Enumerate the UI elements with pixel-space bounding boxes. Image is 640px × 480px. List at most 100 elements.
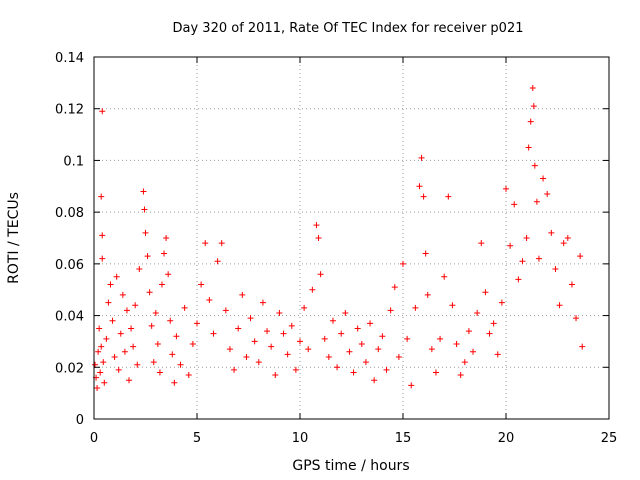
y-tick-label: 0.14 xyxy=(55,51,84,66)
data-point-marker xyxy=(134,361,141,368)
data-point-marker xyxy=(367,320,374,327)
data-point-marker xyxy=(113,273,120,280)
data-point-marker xyxy=(525,144,532,151)
data-point-marker xyxy=(161,250,168,257)
data-point-marker xyxy=(292,366,299,373)
grid xyxy=(94,57,609,419)
data-point-marker xyxy=(519,258,526,265)
data-point-marker xyxy=(503,185,509,192)
y-axis-label: ROTI / TECUs xyxy=(6,192,22,284)
data-point-marker xyxy=(511,201,518,208)
data-point-marker xyxy=(507,242,514,249)
data-point-marker xyxy=(317,271,324,278)
data-point-marker xyxy=(449,302,456,309)
y-tick-label: 0.1 xyxy=(63,154,84,169)
data-point-marker xyxy=(231,366,238,373)
data-point-marker xyxy=(130,343,137,350)
data-point-marker xyxy=(346,348,353,355)
data-point-marker xyxy=(97,369,104,376)
data-point-marker xyxy=(515,276,522,283)
data-point-marker xyxy=(533,198,540,205)
chart-title: Day 320 of 2011, Rate Of TEC Index for r… xyxy=(173,21,524,36)
data-point-marker xyxy=(171,379,178,386)
x-tick-label: 25 xyxy=(601,431,618,446)
data-point-marker xyxy=(420,193,427,200)
data-point-marker xyxy=(251,338,258,345)
data-point-marker xyxy=(152,309,159,316)
data-point-marker xyxy=(167,317,174,324)
data-point-marker xyxy=(136,266,143,273)
data-point-marker xyxy=(579,343,586,350)
data-point-marker xyxy=(387,307,394,314)
data-points xyxy=(92,85,586,391)
x-tick-label: 20 xyxy=(498,431,515,446)
data-point-marker xyxy=(121,348,128,355)
data-point-marker xyxy=(181,304,188,311)
x-tick-label: 10 xyxy=(292,431,309,446)
data-point-marker xyxy=(334,364,341,371)
data-point-marker xyxy=(556,302,563,309)
data-point-marker xyxy=(404,335,411,342)
data-point-marker xyxy=(128,325,135,332)
x-tick-label: 15 xyxy=(395,431,412,446)
data-point-marker xyxy=(280,330,287,337)
data-point-marker xyxy=(142,229,149,236)
data-point-marker xyxy=(315,235,322,241)
data-point-marker xyxy=(422,250,429,257)
data-point-marker xyxy=(103,335,110,342)
data-point-marker xyxy=(383,366,390,373)
data-point-marker xyxy=(141,206,148,213)
data-point-marker xyxy=(276,309,283,316)
data-point-marker xyxy=(165,271,172,278)
y-tick-label: 0.02 xyxy=(55,361,84,376)
data-point-marker xyxy=(552,266,559,273)
data-point-marker xyxy=(540,175,547,182)
data-point-marker xyxy=(470,348,477,355)
data-point-marker xyxy=(301,304,308,311)
data-point-marker xyxy=(105,299,112,306)
data-point-marker xyxy=(150,359,157,366)
data-point-marker xyxy=(412,304,419,311)
data-point-marker xyxy=(214,258,221,265)
data-point-marker xyxy=(362,359,369,366)
data-point-marker xyxy=(119,291,126,298)
data-point-marker xyxy=(206,297,213,304)
data-point-marker xyxy=(99,255,106,262)
data-point-marker xyxy=(523,235,530,241)
data-point-marker xyxy=(375,346,382,353)
data-point-marker xyxy=(313,222,320,229)
data-point-marker xyxy=(297,338,303,345)
data-point-marker xyxy=(163,235,170,241)
data-point-marker xyxy=(432,369,439,376)
data-point-marker xyxy=(94,384,101,391)
data-point-marker xyxy=(329,317,336,324)
data-point-marker xyxy=(264,328,271,335)
data-point-marker xyxy=(461,359,468,366)
data-point-marker xyxy=(548,229,555,236)
data-point-marker xyxy=(185,372,192,379)
data-point-marker xyxy=(441,273,448,280)
data-point-marker xyxy=(437,335,444,342)
axis-ticks: 0 5 10 15 20 25 0 0.02 0.04 0.06 0.08 0.1 0.12 0.14 xyxy=(55,51,617,446)
data-point-marker xyxy=(158,281,165,288)
y-tick-label: 0.06 xyxy=(55,258,84,273)
y-tick-label: 0.08 xyxy=(55,206,84,221)
data-point-marker xyxy=(577,253,584,260)
data-point-marker xyxy=(126,377,133,384)
x-tick-label: 0 xyxy=(90,431,98,446)
x-axis-label: GPS time / hours xyxy=(292,458,409,474)
data-point-marker xyxy=(560,240,567,247)
data-point-marker xyxy=(531,162,538,169)
data-point-marker xyxy=(235,325,242,332)
data-point-marker xyxy=(194,320,200,327)
data-point-marker xyxy=(529,85,536,92)
data-point-marker xyxy=(358,341,365,348)
data-point-marker xyxy=(474,309,481,316)
data-point-marker xyxy=(428,346,435,353)
data-point-marker xyxy=(243,353,250,360)
data-point-marker xyxy=(395,353,402,360)
data-point-marker xyxy=(148,322,155,329)
data-point-marker xyxy=(144,253,151,260)
data-point-marker xyxy=(490,320,497,327)
data-point-marker xyxy=(305,346,312,353)
